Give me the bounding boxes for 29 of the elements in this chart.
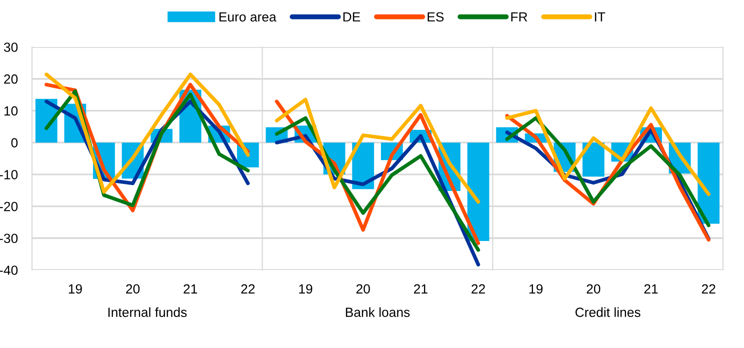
- x-tick-label: 21: [414, 284, 428, 294]
- y-tick-label: 10: [4, 106, 18, 116]
- x-tick-label: 19: [68, 284, 82, 294]
- legend-label: ES: [428, 12, 444, 22]
- legend-label: IT: [594, 12, 606, 22]
- legend-label: DE: [343, 12, 360, 22]
- x-tick-label: 20: [126, 284, 140, 294]
- x-tick-label: 19: [299, 284, 312, 294]
- y-tick-label: -10: [0, 170, 18, 180]
- x-tick-label: 22: [702, 284, 716, 294]
- x-tick-label: 19: [530, 284, 543, 294]
- y-tick-label: -30: [0, 234, 18, 244]
- y-tick-label: -40: [0, 266, 18, 275]
- y-tick-label: 20: [4, 74, 18, 84]
- line-series: [44, 72, 250, 194]
- y-tick-label: 30: [4, 42, 18, 52]
- legend-label: FR: [511, 12, 528, 22]
- y-tick-label: -20: [0, 202, 18, 212]
- x-tick-label: 21: [184, 284, 198, 294]
- legend-label: Euro area: [219, 12, 276, 22]
- x-axis-title: Credit lines: [576, 307, 640, 317]
- y-tick-label: 0: [11, 138, 18, 148]
- x-tick-label: 21: [644, 284, 658, 294]
- x-axis-title: Bank loans: [346, 307, 410, 317]
- x-tick-label: 22: [472, 284, 485, 294]
- x-tick-label: 22: [241, 284, 255, 294]
- x-tick-label: 20: [586, 284, 600, 294]
- x-tick-label: 20: [356, 284, 370, 294]
- x-axis-title: Internal funds: [108, 307, 187, 317]
